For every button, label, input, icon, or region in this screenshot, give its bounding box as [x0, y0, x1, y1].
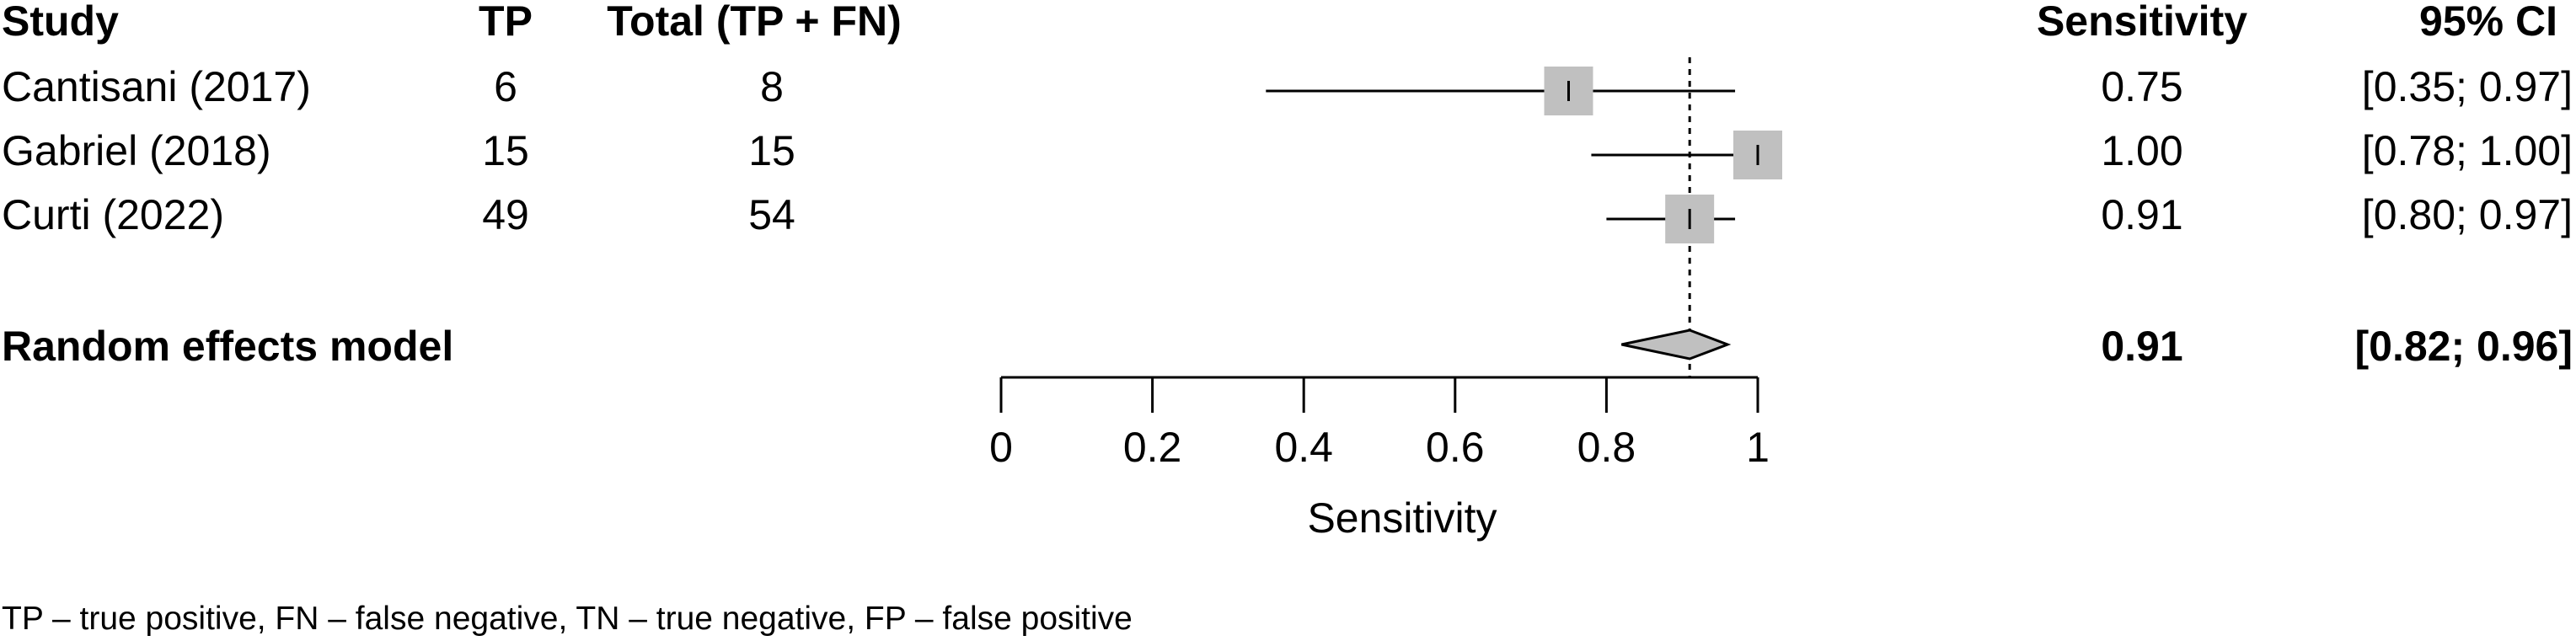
study-total: 15 [748, 127, 795, 174]
study-tp: 6 [494, 63, 517, 110]
pooled-label: Random effects model [2, 323, 453, 370]
x-tick-label: 0.2 [1123, 424, 1182, 471]
header-total: Total (TP + FN) [607, 0, 902, 45]
study-tp: 15 [482, 127, 529, 174]
x-tick-labels: 0 0.2 0.4 0.6 0.8 1 [989, 424, 1770, 471]
study-row: Cantisani (2017) 6 8 0.75 [0.35; 0.97] [2, 63, 2573, 110]
header-sensitivity: Sensitivity [2037, 0, 2247, 45]
x-tick-label: 0.6 [1426, 424, 1485, 471]
study-name: Cantisani (2017) [2, 63, 311, 110]
pooled-ci: [0.82; 0.96] [2355, 323, 2573, 370]
pooled-sensitivity: 0.91 [2101, 323, 2182, 370]
study-ci: [0.78; 1.00] [2362, 127, 2573, 174]
study-row: Curti (2022) 49 54 0.91 [0.80; 0.97] [2, 191, 2573, 238]
header-tp: TP [479, 0, 533, 45]
pooled-diamond [1621, 329, 1732, 361]
x-tick-label: 0.8 [1577, 424, 1636, 471]
study-total: 54 [748, 191, 795, 238]
header-ci: 95% CI [2419, 0, 2557, 45]
x-axis-title: Sensitivity [1307, 494, 1497, 542]
x-tick-label: 0 [989, 424, 1013, 471]
study-ci: [0.35; 0.97] [2362, 63, 2573, 110]
study-tp: 49 [482, 191, 529, 238]
study-sensitivity: 1.00 [2101, 127, 2182, 174]
study-sensitivity: 0.91 [2101, 191, 2182, 238]
x-tick-label: 0.4 [1274, 424, 1333, 471]
study-ci: [0.80; 0.97] [2362, 191, 2573, 238]
pooled-row: Random effects model 0.91 [0.82; 0.96] [2, 323, 2573, 370]
x-tick-label: 1 [1746, 424, 1770, 471]
study-name: Curti (2022) [2, 191, 224, 238]
study-row: Gabriel (2018) 15 15 1.00 [0.78; 1.00] [2, 127, 2573, 174]
plot-area [999, 57, 1782, 413]
study-name: Gabriel (2018) [2, 127, 271, 174]
study-total: 8 [760, 63, 784, 110]
header-study: Study [2, 0, 119, 45]
study-sensitivity: 0.75 [2101, 63, 2182, 110]
footnote: TP – true positive, FN – false negative,… [2, 601, 1133, 637]
